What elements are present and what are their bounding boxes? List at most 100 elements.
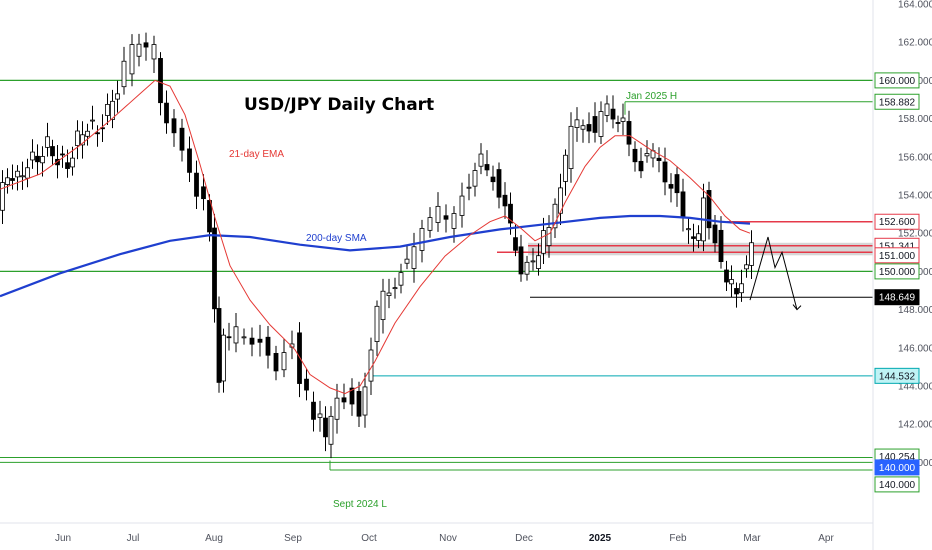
candle-body bbox=[574, 119, 580, 128]
candle-body bbox=[297, 332, 302, 384]
candle-body bbox=[541, 230, 546, 254]
candle-body bbox=[164, 102, 169, 124]
candle-body bbox=[524, 261, 530, 275]
price-badge-box bbox=[874, 247, 920, 264]
candle-body bbox=[706, 190, 712, 229]
candle-body bbox=[95, 132, 100, 135]
candle-body bbox=[472, 170, 478, 187]
candle-body bbox=[143, 42, 149, 48]
candle-body bbox=[65, 162, 70, 169]
price-badge-box bbox=[874, 476, 920, 493]
candle-body bbox=[158, 58, 163, 104]
candle-body bbox=[328, 415, 334, 445]
candle-body bbox=[201, 186, 206, 200]
candle-body bbox=[304, 378, 309, 391]
candle-body bbox=[15, 170, 20, 178]
jan-high-label: Jan 2025 H bbox=[626, 91, 677, 102]
time-axis[interactable]: Jun Jul Aug Sep Oct Nov Dec 2025 Feb Mar Apr bbox=[55, 533, 835, 544]
projection-line bbox=[749, 236, 798, 310]
candle-body bbox=[212, 227, 217, 310]
candle-body bbox=[45, 136, 50, 148]
price-badge-label: 151.341 bbox=[879, 241, 916, 252]
candle-body bbox=[380, 290, 386, 320]
price-badge-label: 144.532 bbox=[879, 371, 916, 382]
candle-body bbox=[386, 292, 392, 296]
price-tick-label: 146.000 bbox=[898, 343, 932, 354]
date-tick-label: Feb bbox=[669, 533, 687, 544]
candle-body bbox=[558, 187, 563, 214]
date-tick-label: Apr bbox=[818, 533, 834, 544]
candle-body bbox=[241, 336, 247, 339]
candle-body bbox=[129, 44, 135, 75]
candle-body bbox=[610, 108, 616, 120]
candle-body bbox=[459, 195, 465, 216]
candle-body bbox=[356, 391, 362, 417]
candle-body bbox=[30, 151, 35, 161]
candle-body bbox=[207, 200, 212, 233]
candle-body bbox=[734, 288, 739, 295]
price-badge-label: 150.000 bbox=[879, 267, 916, 278]
candle-body bbox=[257, 338, 263, 343]
projection-path bbox=[749, 236, 802, 311]
candle-body bbox=[55, 158, 60, 166]
candle-body bbox=[75, 130, 80, 146]
candle-body bbox=[568, 125, 574, 169]
candle-body bbox=[729, 279, 734, 285]
candle-body bbox=[368, 349, 374, 382]
candle-body bbox=[508, 203, 513, 224]
candle-body bbox=[265, 336, 271, 356]
candle-body bbox=[110, 100, 115, 120]
candle-body bbox=[563, 154, 568, 182]
date-tick-label: Aug bbox=[205, 533, 223, 544]
candle-body bbox=[656, 157, 662, 161]
price-tick-label: 158.000 bbox=[898, 114, 932, 125]
candle-body bbox=[323, 417, 328, 438]
price-badge: 158.882 bbox=[874, 93, 920, 110]
candle-body bbox=[404, 258, 410, 264]
candle-body bbox=[179, 127, 185, 151]
candle-body bbox=[90, 119, 95, 122]
candle-body bbox=[749, 242, 754, 266]
candle-body bbox=[398, 272, 404, 286]
candle-body bbox=[121, 60, 127, 88]
sma-label: 200-day SMA bbox=[306, 233, 367, 244]
candle-body bbox=[680, 191, 686, 219]
date-tick-label: Nov bbox=[439, 533, 457, 544]
candle-body bbox=[317, 413, 323, 418]
price-tick-label: 164.000 bbox=[898, 0, 932, 11]
projection-arrowhead bbox=[792, 304, 802, 311]
resistance-zone bbox=[528, 242, 873, 256]
candle-body bbox=[662, 161, 668, 183]
candle-body bbox=[349, 387, 355, 405]
price-badge: 148.649 bbox=[874, 289, 920, 306]
candle-body bbox=[686, 228, 691, 231]
candle-body bbox=[604, 103, 610, 116]
candlesticks bbox=[0, 32, 754, 459]
candle-body bbox=[226, 336, 232, 339]
price-badge: 140.000 bbox=[874, 459, 920, 476]
candle-body bbox=[35, 155, 40, 163]
candle-body bbox=[281, 352, 287, 371]
candle-body bbox=[435, 205, 441, 223]
resistance-zone-layer bbox=[528, 242, 873, 256]
candle-body bbox=[638, 160, 644, 172]
candle-body bbox=[25, 167, 30, 179]
candle-body bbox=[136, 43, 142, 57]
candle-body bbox=[70, 157, 75, 168]
date-tick-label: 2025 bbox=[589, 533, 612, 544]
date-tick-label: Jun bbox=[55, 533, 71, 544]
price-tick-label: 142.000 bbox=[898, 420, 932, 431]
candle-body bbox=[502, 194, 508, 207]
candle-body bbox=[691, 236, 696, 239]
candle-body bbox=[80, 134, 85, 146]
candle-body bbox=[586, 124, 592, 132]
candle-body bbox=[552, 203, 558, 229]
candle-body bbox=[739, 283, 744, 294]
candle-body bbox=[60, 153, 65, 156]
price-badge-label: 140.000 bbox=[879, 480, 916, 491]
price-tick-label: 144.000 bbox=[898, 382, 932, 393]
candle-body bbox=[392, 287, 398, 290]
price-badge: 152.600 bbox=[874, 213, 920, 230]
candle-body bbox=[620, 117, 626, 122]
